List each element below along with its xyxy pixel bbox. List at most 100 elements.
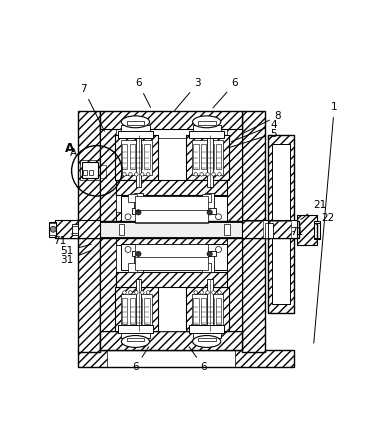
Bar: [136, 196, 208, 223]
Circle shape: [141, 291, 144, 294]
Bar: [80, 160, 100, 180]
Bar: [186, 286, 229, 331]
Bar: [77, 350, 294, 367]
Text: 21: 21: [301, 200, 326, 219]
Circle shape: [136, 210, 141, 215]
Bar: [224, 224, 230, 234]
Circle shape: [136, 251, 141, 257]
Bar: [77, 220, 100, 238]
Bar: [116, 272, 228, 286]
Circle shape: [125, 214, 131, 220]
Bar: [204, 250, 216, 256]
Bar: [205, 255, 214, 272]
Bar: [235, 350, 294, 367]
Text: 6: 6: [132, 347, 149, 372]
Circle shape: [134, 291, 138, 294]
Bar: [207, 279, 213, 331]
Bar: [134, 255, 143, 272]
Bar: [49, 222, 56, 237]
Bar: [204, 209, 216, 214]
Circle shape: [125, 246, 131, 253]
Bar: [186, 135, 229, 180]
Bar: [192, 294, 223, 329]
Bar: [198, 121, 216, 125]
Circle shape: [207, 210, 212, 215]
Bar: [116, 138, 228, 227]
Bar: [205, 193, 214, 210]
Bar: [100, 129, 242, 331]
Bar: [265, 220, 297, 238]
Bar: [242, 220, 267, 238]
Bar: [267, 135, 294, 313]
Bar: [193, 333, 221, 338]
Bar: [122, 298, 128, 324]
Bar: [100, 129, 116, 331]
Bar: [121, 243, 228, 270]
Bar: [116, 229, 228, 245]
Circle shape: [216, 246, 221, 253]
Bar: [116, 212, 228, 229]
Bar: [144, 144, 150, 169]
Circle shape: [218, 291, 221, 294]
Circle shape: [206, 173, 210, 176]
Bar: [126, 338, 144, 341]
Bar: [77, 220, 100, 238]
Bar: [193, 125, 221, 131]
Ellipse shape: [193, 116, 221, 128]
Circle shape: [50, 226, 56, 232]
Circle shape: [206, 291, 210, 294]
Text: 7: 7: [80, 84, 105, 131]
Circle shape: [138, 214, 144, 220]
Circle shape: [123, 291, 126, 294]
Circle shape: [200, 291, 203, 294]
Bar: [267, 135, 294, 313]
Circle shape: [129, 173, 132, 176]
Bar: [193, 144, 199, 169]
Circle shape: [216, 214, 221, 220]
Bar: [129, 298, 135, 324]
Circle shape: [218, 173, 221, 176]
Ellipse shape: [121, 336, 149, 347]
Bar: [100, 111, 242, 135]
Bar: [207, 135, 213, 187]
Bar: [136, 243, 208, 270]
Text: 51: 51: [61, 244, 91, 256]
Bar: [128, 263, 137, 272]
Bar: [116, 180, 228, 194]
Circle shape: [194, 291, 198, 294]
Bar: [55, 220, 77, 238]
Bar: [136, 135, 141, 187]
Circle shape: [141, 173, 144, 176]
Circle shape: [212, 173, 215, 176]
Bar: [265, 221, 291, 238]
Circle shape: [146, 291, 150, 294]
Bar: [133, 209, 144, 214]
Bar: [115, 286, 158, 331]
Bar: [242, 111, 265, 352]
Bar: [115, 286, 158, 331]
Bar: [272, 144, 290, 305]
Bar: [126, 121, 144, 125]
Text: A: A: [70, 148, 80, 164]
Text: 1: 1: [314, 102, 338, 343]
Circle shape: [202, 246, 208, 253]
Text: 4: 4: [231, 120, 277, 142]
Text: 22: 22: [316, 213, 335, 225]
Bar: [115, 135, 158, 180]
Bar: [121, 125, 150, 131]
Bar: [121, 196, 228, 223]
Bar: [136, 279, 141, 331]
Bar: [100, 111, 242, 135]
Text: A: A: [65, 142, 75, 155]
Bar: [129, 144, 135, 169]
Bar: [137, 298, 142, 324]
Circle shape: [123, 173, 126, 176]
Text: 6: 6: [189, 347, 207, 372]
Bar: [202, 263, 211, 272]
Bar: [208, 298, 213, 324]
Bar: [134, 193, 143, 210]
Bar: [242, 221, 263, 238]
Bar: [267, 223, 273, 238]
Text: 31: 31: [61, 250, 91, 265]
Circle shape: [212, 291, 215, 294]
